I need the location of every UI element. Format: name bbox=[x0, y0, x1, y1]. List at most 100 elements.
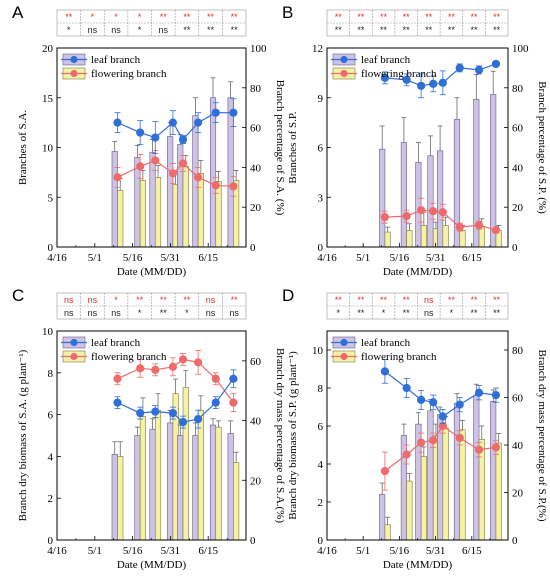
x-tick-label: 4/16 bbox=[47, 252, 67, 264]
flowering-branch-percent-series bbox=[113, 150, 238, 197]
flowering-branch-percent-series bbox=[380, 197, 501, 235]
flowering-branch-bar bbox=[406, 230, 413, 248]
flowering-branch-percent-point bbox=[194, 358, 203, 367]
significance-top-cell: ** bbox=[380, 295, 388, 305]
significance-top-cell: ** bbox=[471, 295, 479, 305]
flowering-branch-percent-point bbox=[113, 374, 122, 383]
leaf-branch-bar bbox=[134, 435, 141, 541]
leaf-branch-percent-point bbox=[178, 135, 188, 144]
significance-bottom-cell: ** bbox=[380, 25, 388, 35]
leaf-branch-percent-point bbox=[455, 400, 464, 409]
flowering-branch-percent-point bbox=[151, 365, 160, 374]
legend-flower-marker bbox=[340, 69, 348, 78]
flowering-branch-bar bbox=[154, 410, 162, 541]
flowering-branch-percent-series bbox=[113, 350, 238, 413]
y-tick-label: 15 bbox=[42, 93, 54, 105]
leaf-branch-percent-point bbox=[229, 374, 238, 383]
x-tick-label: 5/16 bbox=[390, 545, 410, 557]
significance-top-cell: ** bbox=[493, 295, 501, 305]
flowering-branch-percent-point bbox=[168, 169, 178, 178]
significance-table: ns ns * ** ** ** ns **ns ns ns * ** * ns ns bbox=[56, 292, 247, 320]
panel-letter: C bbox=[12, 286, 24, 305]
y-right-axis-label: Branch percentage of S.P. (%) bbox=[536, 81, 548, 214]
significance-top-cell: ns bbox=[424, 295, 434, 305]
leaf-branch-percent-point bbox=[211, 108, 220, 117]
flowering-branch-percent-point bbox=[178, 159, 188, 168]
panel-d: D ** ** ** ** ns ** ** *** ** * ** ns * ** **4/16 5/1 5/1… bbox=[282, 286, 548, 571]
x-tick-label: 4/16 bbox=[317, 252, 337, 264]
y-tick-label: 3 bbox=[318, 192, 324, 204]
leaf-branch-bar bbox=[437, 150, 444, 248]
significance-top-cell: ** bbox=[357, 12, 365, 22]
leaf-branch-bar bbox=[490, 400, 497, 541]
significance-top-cell: ** bbox=[380, 12, 388, 22]
significance-bottom-cell: * bbox=[138, 25, 142, 35]
leaf-branch-bar bbox=[111, 454, 118, 541]
legend-flower-label: flowering branch bbox=[91, 351, 167, 363]
significance-table: ** ** ** ** ns ** ** *** ** * ** ns * ** ** bbox=[326, 292, 509, 320]
leaf-branch-percent-point bbox=[438, 412, 447, 421]
x-tick-label: 6/15 bbox=[462, 252, 482, 264]
leaf-branch-bar bbox=[379, 494, 386, 541]
flowering-branch-bar bbox=[117, 189, 124, 248]
flowering-branch-percent-point bbox=[194, 173, 203, 182]
flowering-branch-percent-point bbox=[474, 445, 484, 454]
x-tick-label: 5/31 bbox=[426, 252, 446, 264]
leaf-branch-bar bbox=[427, 155, 434, 248]
y-right-tick-label: 60 bbox=[250, 123, 262, 135]
y-tick-label: 20 bbox=[42, 43, 54, 55]
leaf-branch-bar bbox=[227, 97, 234, 248]
significance-top-cell: ns bbox=[88, 295, 98, 305]
leaf-branch-percent-point bbox=[151, 133, 160, 142]
significance-top-cell: ** bbox=[403, 295, 411, 305]
y-tick-label: 10 bbox=[42, 326, 54, 338]
flowering-branch-bar bbox=[182, 387, 189, 541]
legend-leaf-label: leaf branch bbox=[361, 54, 411, 66]
flowering-branch-bar bbox=[384, 231, 391, 248]
leaf-branch-percent-point bbox=[474, 65, 484, 74]
y-right-tick-label: 20 bbox=[512, 202, 524, 214]
significance-bottom-cell: ** bbox=[335, 25, 343, 35]
leaf-branch-bar bbox=[177, 435, 184, 541]
significance-bottom-cell: ns bbox=[206, 308, 216, 318]
leaf-branch-bar bbox=[192, 435, 199, 541]
x-tick-label: 5/16 bbox=[123, 545, 143, 557]
leaf-branch-bar bbox=[209, 97, 217, 248]
y-tick-label: 4 bbox=[318, 459, 324, 471]
significance-top-cell: ** bbox=[335, 12, 343, 22]
flowering-branch-bar bbox=[215, 181, 222, 248]
y-tick-label: 12 bbox=[312, 43, 323, 55]
leaf-branch-percent-series bbox=[380, 59, 501, 99]
leaf-branch-percent-point bbox=[380, 73, 390, 82]
leaf-branch-bar bbox=[167, 136, 174, 248]
y-tick-label: 2 bbox=[48, 493, 54, 505]
y-tick-label: 10 bbox=[312, 345, 324, 357]
legend-leaf-marker bbox=[340, 338, 348, 347]
x-axis-label: Date (MM/DD) bbox=[383, 559, 453, 571]
leaf-branch-bar bbox=[415, 162, 422, 248]
y-right-axis-label: Branch dry mass percentage of S.A.(%) bbox=[274, 348, 286, 523]
significance-bottom-cell: ns bbox=[111, 25, 121, 35]
flowering-branch-percent-point bbox=[229, 398, 238, 407]
flowering-branch-bar bbox=[459, 230, 466, 248]
leaf-branch-bar bbox=[167, 422, 174, 541]
flowering-branch-percent-point bbox=[491, 225, 501, 235]
flowering-branch-bar bbox=[478, 226, 485, 248]
significance-top-cell: ** bbox=[357, 295, 365, 305]
legend-flower-marker bbox=[340, 352, 348, 361]
significance-top-cell: ** bbox=[136, 295, 144, 305]
leaf-branch-percent-point bbox=[429, 79, 438, 88]
y-right-tick-label: 0 bbox=[250, 242, 256, 254]
x-axis-label: Date (MM/DD) bbox=[117, 266, 187, 278]
significance-bottom-cell: ns bbox=[159, 25, 169, 35]
leaf-branch-percent-point bbox=[429, 398, 438, 407]
flowering-branch-bar bbox=[197, 173, 204, 248]
legend-flower-label: flowering branch bbox=[91, 68, 167, 80]
y-right-tick-label: 0 bbox=[512, 535, 518, 547]
leaf-branch-percent-point bbox=[402, 75, 411, 84]
significance-bottom-cell: ns bbox=[424, 308, 434, 318]
y-tick-label: 0 bbox=[48, 535, 54, 547]
significance-top-cell: * bbox=[114, 12, 118, 22]
legend-flower-marker bbox=[70, 69, 78, 78]
